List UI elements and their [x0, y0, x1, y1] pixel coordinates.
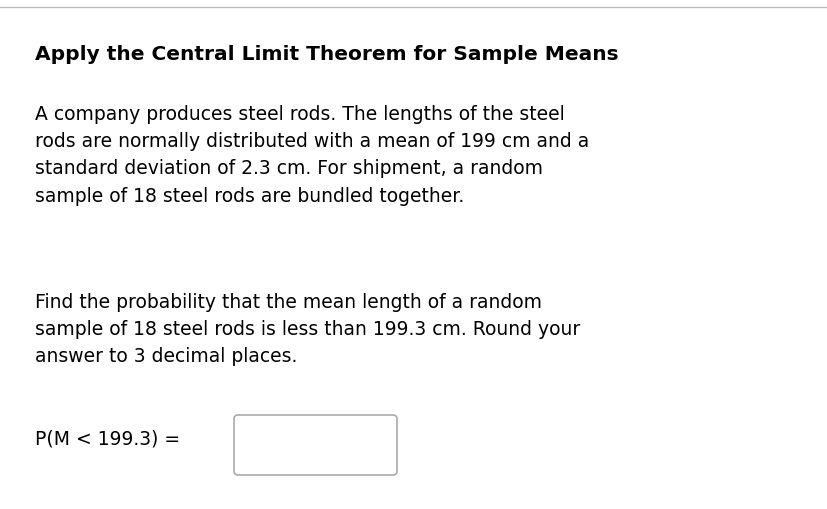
Text: Find the probability that the mean length of a random
sample of 18 steel rods is: Find the probability that the mean lengt… — [35, 293, 580, 366]
Text: Apply the Central Limit Theorem for Sample Means: Apply the Central Limit Theorem for Samp… — [35, 45, 618, 64]
FancyBboxPatch shape — [234, 415, 396, 475]
Text: P(M < 199.3) =: P(M < 199.3) = — [35, 429, 180, 448]
Text: A company produces steel rods. The lengths of the steel
rods are normally distri: A company produces steel rods. The lengt… — [35, 105, 589, 205]
